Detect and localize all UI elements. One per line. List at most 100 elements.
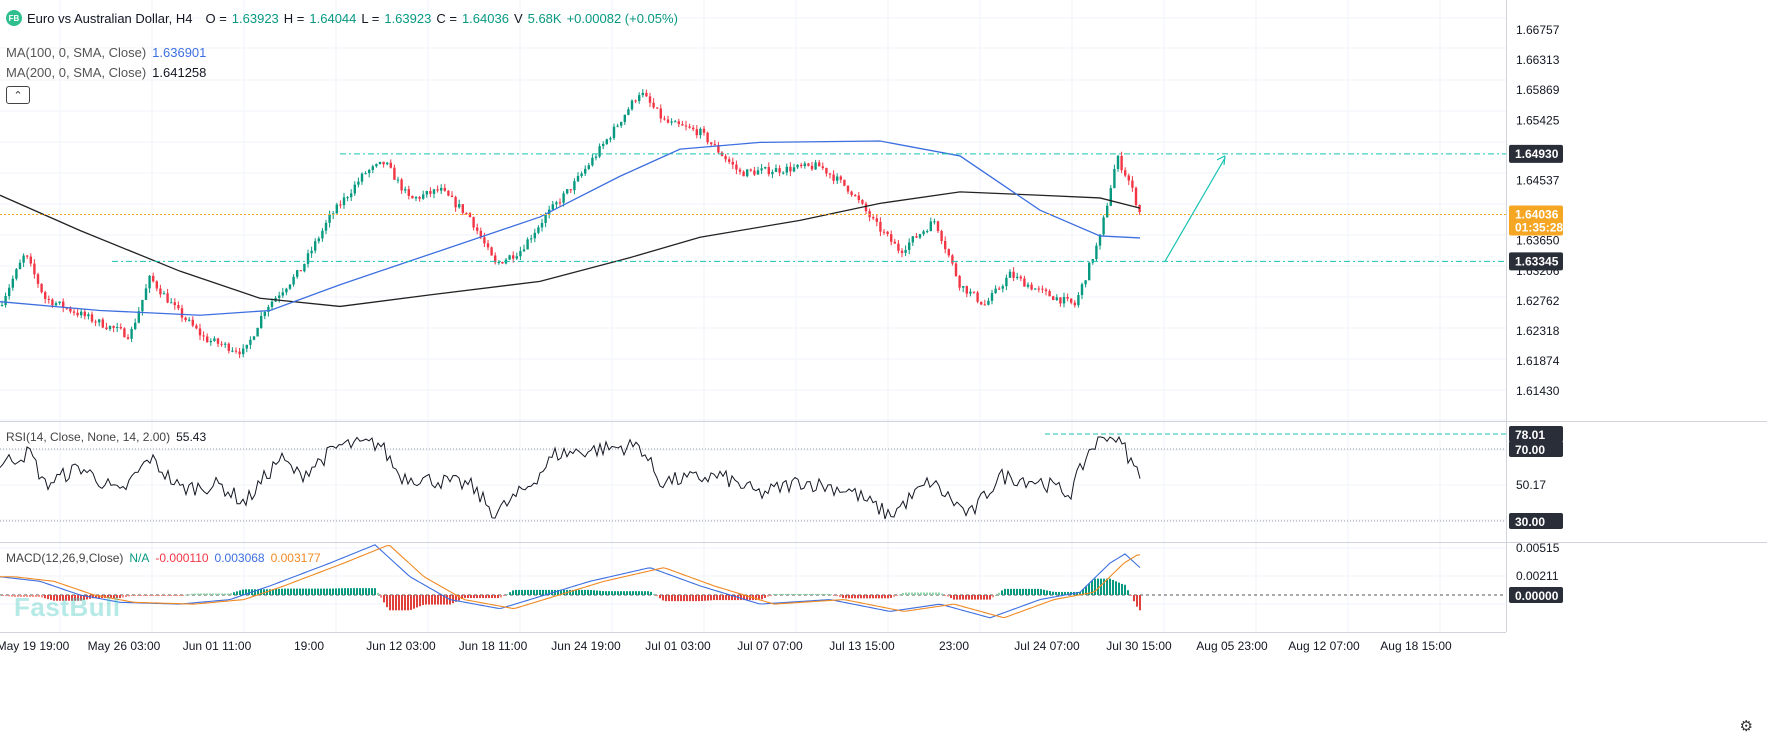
candle-body [270, 301, 274, 307]
candle-body [432, 189, 436, 194]
candle-body [843, 179, 846, 186]
macd-histogram-bar [209, 593, 211, 595]
macd-histogram-bar [1067, 591, 1069, 595]
candle-body [735, 164, 738, 170]
rsi-current-badge-text: 78.01 [1515, 428, 1545, 442]
macd-legend[interactable]: MACD(12,26,9,Close) N/A -0.000110 0.003068 0… [6, 551, 321, 565]
macd-histogram-bar [98, 595, 100, 599]
candle-body [1127, 175, 1130, 181]
macd-histogram-bar [347, 588, 349, 595]
time-tick-label: Aug 12 07:00 [1288, 639, 1360, 653]
macd-histogram-bar [662, 595, 664, 601]
macd-histogram-bar [761, 595, 763, 600]
macd-histogram-bar [929, 592, 931, 595]
macd-histogram-bar [821, 593, 823, 595]
candle-body [328, 214, 331, 223]
macd-histogram-bar [314, 588, 316, 595]
price-tick-label: 1.62762 [1516, 294, 1560, 308]
candle-body [861, 199, 864, 204]
macd-histogram-bar [152, 595, 154, 596]
candle-body [1066, 297, 1069, 299]
candle-body [461, 204, 464, 213]
macd-histogram-bar [860, 595, 862, 599]
macd-histogram-bar [890, 595, 892, 598]
macd-histogram-bar [746, 595, 748, 601]
macd-histogram-bar [395, 595, 397, 611]
candle-body [576, 176, 580, 182]
candle-body [213, 338, 216, 341]
candle-body [573, 181, 576, 191]
candle-body [753, 170, 756, 175]
rsi-legend[interactable]: RSI(14, Close, None, 14, 2.00) 55.43 [6, 430, 206, 444]
candle-body [245, 344, 248, 349]
candle-body [382, 161, 385, 165]
candle-body [803, 163, 806, 167]
ma100-legend[interactable]: MA(100, 0, SMA, Close) 1.636901 [6, 45, 206, 60]
macd-histogram-bar [818, 593, 820, 595]
macd-histogram-bar [515, 589, 517, 595]
ma200-line [0, 191, 1141, 308]
time-tick-label: Jun 24 19:00 [551, 639, 621, 653]
macd-histogram-bar [857, 595, 859, 599]
candle-body [65, 307, 68, 309]
candle-body [954, 263, 958, 276]
candle-body [1095, 245, 1098, 260]
ma200-legend[interactable]: MA(200, 0, SMA, Close) 1.641258 [6, 65, 206, 80]
macd-histogram-bar [488, 595, 490, 599]
macd-histogram-bar [473, 595, 475, 599]
macd-zero-badge-text: 0.00000 [1515, 589, 1559, 603]
candle-body [634, 100, 637, 102]
candle-body [1088, 262, 1091, 281]
candle-body [393, 167, 396, 180]
macd-histogram-bar [521, 589, 523, 595]
candle-body [224, 343, 227, 345]
macd-histogram-bar [935, 592, 937, 595]
macd-histogram-bar [797, 593, 799, 595]
macd-histogram-bar [506, 593, 508, 595]
symbol-title[interactable]: Euro vs Australian Dollar, H4 [27, 10, 193, 26]
macd-histogram-bar [743, 595, 745, 601]
macd-histogram-bar [1025, 588, 1027, 595]
candle-body [209, 340, 212, 343]
macd-histogram-bar [35, 595, 37, 597]
macd-histogram-bar [599, 590, 601, 595]
candle-body [1084, 280, 1087, 285]
macd-histogram-bar [131, 595, 133, 596]
macd-histogram-bar [5, 595, 7, 596]
candle-body [1023, 278, 1026, 287]
macd-histogram-bar [23, 595, 25, 597]
candle-body [141, 299, 144, 312]
candle-body [1019, 276, 1022, 279]
candle-body [695, 129, 698, 136]
macd-histogram-bar [725, 595, 727, 601]
candle-body [569, 189, 572, 191]
macd-histogram-bar [479, 595, 481, 599]
macd-histogram-bar [953, 595, 955, 600]
candle-body [638, 95, 641, 102]
macd-histogram-bar [2, 595, 4, 596]
candle-body [717, 144, 720, 153]
candle-body [1102, 217, 1105, 235]
candle-body [364, 173, 367, 175]
close-value: 1.64036 [461, 10, 509, 26]
macd-histogram-bar [911, 592, 913, 595]
candle-body [814, 162, 817, 170]
macd-histogram-bar [398, 595, 400, 611]
macd-histogram-bar [893, 595, 895, 597]
collapse-legend-button[interactable]: ⌃ [6, 86, 30, 104]
macd-histogram-bar [62, 595, 64, 601]
candle-body [562, 193, 565, 203]
macd-histogram-bar [533, 589, 535, 595]
settings-gear-icon[interactable]: ⚙ [1739, 718, 1753, 735]
macd-histogram-bar [173, 595, 175, 596]
macd-histogram-bar [851, 595, 853, 599]
candle-body [130, 329, 133, 339]
macd-histogram-bar [809, 593, 811, 595]
candle-body [292, 276, 295, 285]
high-label: H = [283, 10, 305, 26]
macd-histogram-bar [629, 591, 631, 595]
candle-body [810, 165, 814, 170]
macd-histogram-bar [932, 592, 934, 595]
